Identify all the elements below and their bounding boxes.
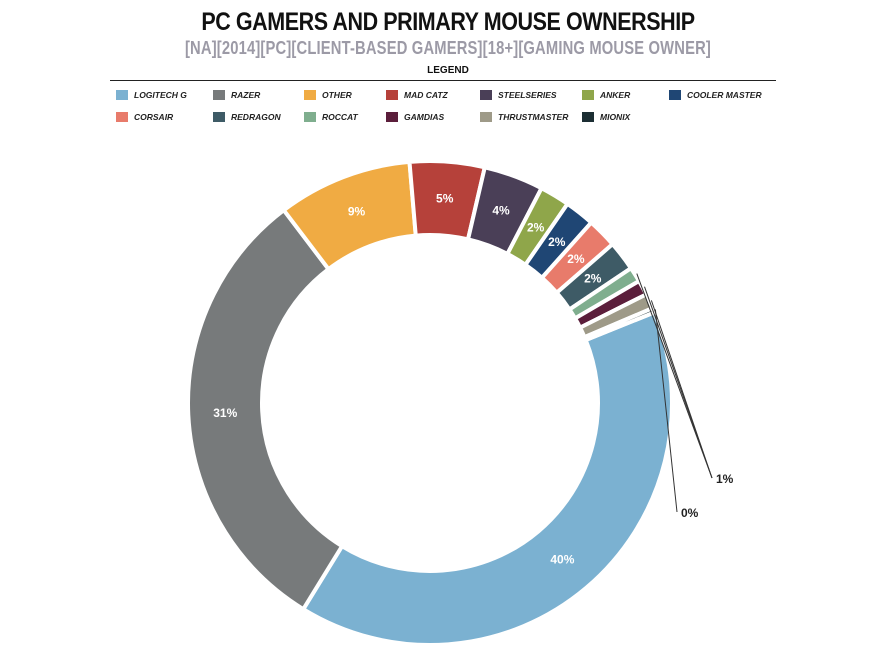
legend-item-redragon: REDRAGON <box>213 110 281 124</box>
legend-swatch <box>213 90 225 100</box>
legend-item-cooler-master: COOLER MASTER <box>669 88 762 102</box>
legend-swatch <box>386 90 398 100</box>
legend-item-roccat: ROCCAT <box>304 110 358 124</box>
slice-label-redragon: 2% <box>584 271 602 285</box>
legend-item-gamdias: GAMDIAS <box>386 110 444 124</box>
slice-label-logitech-g: 40% <box>550 553 574 567</box>
legend-label: COOLER MASTER <box>687 90 762 100</box>
legend-swatch <box>480 112 492 122</box>
legend-item-steelseries: STEELSERIES <box>480 88 557 102</box>
legend-label: ANKER <box>600 90 631 100</box>
slice-label-corsair: 2% <box>567 252 585 266</box>
legend-label: LOGITECH G <box>134 90 187 100</box>
legend-title: LEGEND <box>427 65 469 76</box>
legend-item-mad-catz: MAD CATZ <box>386 88 448 102</box>
legend-swatch <box>386 112 398 122</box>
legend-swatch <box>213 112 225 122</box>
slice-razer <box>186 207 345 612</box>
legend-item-corsair: CORSAIR <box>116 110 173 124</box>
legend-swatch <box>116 90 128 100</box>
legend-item-anker: ANKER <box>582 88 630 102</box>
slice-logitech-g <box>300 309 674 647</box>
legend-item-razer: RAZER <box>213 88 260 102</box>
legend-swatch <box>669 90 681 100</box>
legend-label: MAD CATZ <box>404 90 448 100</box>
legend-label: RAZER <box>231 90 261 100</box>
legend-label: ROCCAT <box>322 112 358 122</box>
legend-label: REDRAGON <box>231 112 281 122</box>
legend-label: GAMDIAS <box>404 112 445 122</box>
chart-title: PC GAMERS AND PRIMARY MOUSE OWNERSHIP <box>201 8 695 36</box>
legend-item-logitech-g: LOGITECH G <box>116 88 187 102</box>
legend-label: STEELSERIES <box>498 90 557 100</box>
slice-label-cooler-master: 2% <box>548 235 566 249</box>
legend-swatch <box>582 90 594 100</box>
slice-label-steelseries: 4% <box>492 204 510 218</box>
legend-item-mionix: MIONIX <box>582 110 630 124</box>
legend-label: THRUSTMASTER <box>498 112 569 122</box>
slice-label-mad-catz: 5% <box>436 192 454 206</box>
slice-mionix <box>581 305 657 343</box>
callout-line-thrustmaster <box>650 300 713 479</box>
legend-swatch <box>582 112 594 122</box>
legend-swatch <box>480 90 492 100</box>
slice-label-razer: 31% <box>213 406 237 420</box>
legend-swatch <box>304 112 316 122</box>
slice-label-other: 9% <box>348 205 366 219</box>
legend-label: OTHER <box>322 90 352 100</box>
chart-subtitle: [NA][2014][PC][CLIENT-BASED GAMERS][18+]… <box>184 38 712 58</box>
slice-label-anker: 2% <box>527 220 545 234</box>
legend-swatch <box>304 90 316 100</box>
callout-label: 0% <box>681 506 699 520</box>
callout-line-mionix <box>654 309 678 513</box>
legend-item-thrustmaster: THRUSTMASTER <box>480 110 568 124</box>
callout-label: 1% <box>716 472 734 486</box>
legend-label: MIONIX <box>600 112 631 122</box>
legend-label: CORSAIR <box>134 112 174 122</box>
legend-item-other: OTHER <box>304 88 352 102</box>
legend-swatch <box>116 112 128 122</box>
legend-divider <box>110 80 776 81</box>
